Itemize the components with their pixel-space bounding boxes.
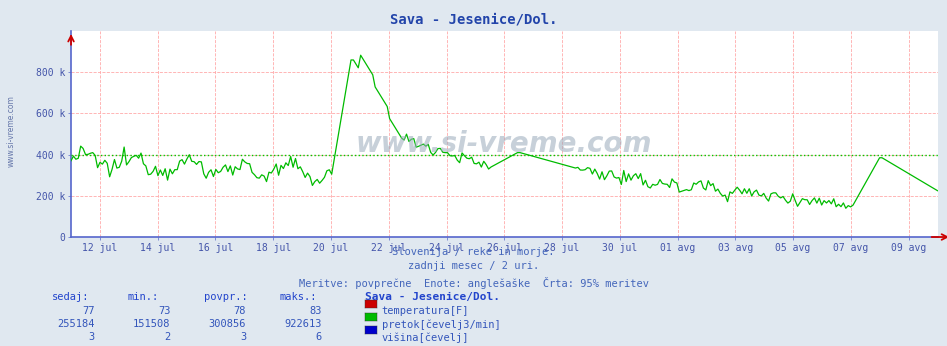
Text: 73: 73 (158, 306, 170, 316)
Text: 78: 78 (234, 306, 246, 316)
Text: povpr.:: povpr.: (204, 292, 247, 302)
Text: 151508: 151508 (133, 319, 170, 329)
Text: www.si-vreme.com: www.si-vreme.com (7, 95, 16, 167)
Text: 3: 3 (240, 332, 246, 342)
Text: 6: 6 (315, 332, 322, 342)
Text: 255184: 255184 (57, 319, 95, 329)
Text: Slovenija / reke in morje.: Slovenija / reke in morje. (392, 247, 555, 257)
Text: 3: 3 (88, 332, 95, 342)
Text: Sava - Jesenice/Dol.: Sava - Jesenice/Dol. (365, 292, 500, 302)
Text: maks.:: maks.: (279, 292, 317, 302)
Text: 300856: 300856 (208, 319, 246, 329)
Text: www.si-vreme.com: www.si-vreme.com (356, 130, 652, 158)
Text: temperatura[F]: temperatura[F] (382, 306, 469, 316)
Text: Sava - Jesenice/Dol.: Sava - Jesenice/Dol. (390, 12, 557, 26)
Text: sedaj:: sedaj: (52, 292, 90, 302)
Text: višina[čevelj]: višina[čevelj] (382, 332, 469, 343)
Text: 77: 77 (82, 306, 95, 316)
Text: Meritve: povprečne  Enote: anglešaške  Črta: 95% meritev: Meritve: povprečne Enote: anglešaške Črt… (298, 277, 649, 289)
Text: 83: 83 (310, 306, 322, 316)
Text: 922613: 922613 (284, 319, 322, 329)
Text: zadnji mesec / 2 uri.: zadnji mesec / 2 uri. (408, 261, 539, 271)
Text: 2: 2 (164, 332, 170, 342)
Text: min.:: min.: (128, 292, 159, 302)
Text: pretok[čevelj3/min]: pretok[čevelj3/min] (382, 319, 500, 330)
